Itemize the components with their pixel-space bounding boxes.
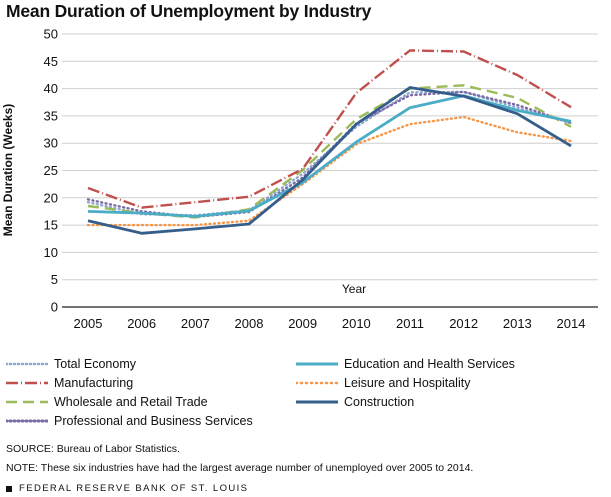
x-tick-label: 2012 bbox=[449, 316, 478, 331]
source-note: SOURCE: Bureau of Labor Statistics. bbox=[6, 443, 180, 455]
y-tick-label: 40 bbox=[44, 81, 58, 96]
legend-label: Wholesale and Retail Trade bbox=[54, 395, 208, 409]
y-tick-label: 5 bbox=[51, 272, 58, 287]
footnote: NOTE: These six industries have had the … bbox=[6, 462, 474, 474]
x-axis-label: Year bbox=[342, 282, 366, 296]
y-tick-label: 45 bbox=[44, 54, 58, 69]
x-tick-label: 2006 bbox=[127, 316, 156, 331]
brand-square-icon bbox=[6, 485, 12, 492]
y-tick-label: 15 bbox=[44, 218, 58, 233]
y-tick-labels: 0 5 10 15 20 25 30 35 40 45 50 bbox=[44, 27, 58, 315]
chart-title: Mean Duration of Unemployment by Industr… bbox=[6, 1, 372, 21]
legend-label: Total Economy bbox=[54, 357, 136, 371]
series-line-manufacturing bbox=[87, 49, 572, 209]
y-tick-label: 0 bbox=[51, 300, 58, 315]
y-axis-label: Mean Duration (Weeks) bbox=[1, 104, 15, 236]
legend-label: Construction bbox=[344, 395, 415, 409]
series-line-education-and-health-services bbox=[87, 94, 572, 218]
series-lines bbox=[86, 49, 573, 235]
x-tick-label: 2011 bbox=[396, 316, 424, 331]
series-line-construction bbox=[87, 86, 572, 235]
legend-label: Professional and Business Services bbox=[54, 414, 253, 428]
legend-label: Education and Health Services bbox=[344, 357, 515, 371]
legend-item-total-economy: Total Economy bbox=[6, 356, 136, 372]
y-tick-label: 35 bbox=[44, 108, 58, 123]
x-tick-label: 2010 bbox=[342, 316, 371, 331]
legend-item-wholesale-retail: Wholesale and Retail Trade bbox=[6, 394, 208, 410]
brand-text: FEDERAL RESERVE BANK OF ST. LOUIS bbox=[19, 483, 249, 494]
x-tick-label: 2005 bbox=[74, 316, 103, 331]
legend-item-manufacturing: Manufacturing bbox=[6, 375, 133, 391]
series-line-wholesale-and-retail-trade bbox=[87, 84, 572, 219]
gridlines bbox=[62, 33, 598, 308]
y-tick-label: 20 bbox=[44, 190, 58, 205]
y-tick-label: 30 bbox=[44, 136, 58, 151]
x-tick-labels: 2005 2006 2007 2008 2009 2010 2011 2012 2013 2014 bbox=[74, 316, 586, 331]
x-tick-label: 2007 bbox=[181, 316, 210, 331]
y-tick-label: 50 bbox=[44, 27, 58, 42]
x-tick-label: 2009 bbox=[288, 316, 317, 331]
x-tick-label: 2014 bbox=[557, 316, 586, 331]
legend-item-leisure-hospitality: Leisure and Hospitality bbox=[296, 375, 470, 391]
series-line-leisure-and-hospitality bbox=[86, 115, 573, 227]
legend-item-professional-business: Professional and Business Services bbox=[6, 413, 253, 429]
legend-item-education-health: Education and Health Services bbox=[296, 356, 515, 372]
legend-label: Leisure and Hospitality bbox=[344, 376, 471, 390]
legend-label: Manufacturing bbox=[54, 376, 134, 390]
publisher-brand: FEDERAL RESERVE BANK OF ST. LOUIS bbox=[6, 483, 248, 494]
y-tick-label: 10 bbox=[44, 245, 58, 260]
y-tick-label: 25 bbox=[44, 163, 58, 178]
x-tick-label: 2013 bbox=[503, 316, 532, 331]
legend-item-construction: Construction bbox=[296, 394, 414, 410]
x-tick-label: 2008 bbox=[235, 316, 264, 331]
